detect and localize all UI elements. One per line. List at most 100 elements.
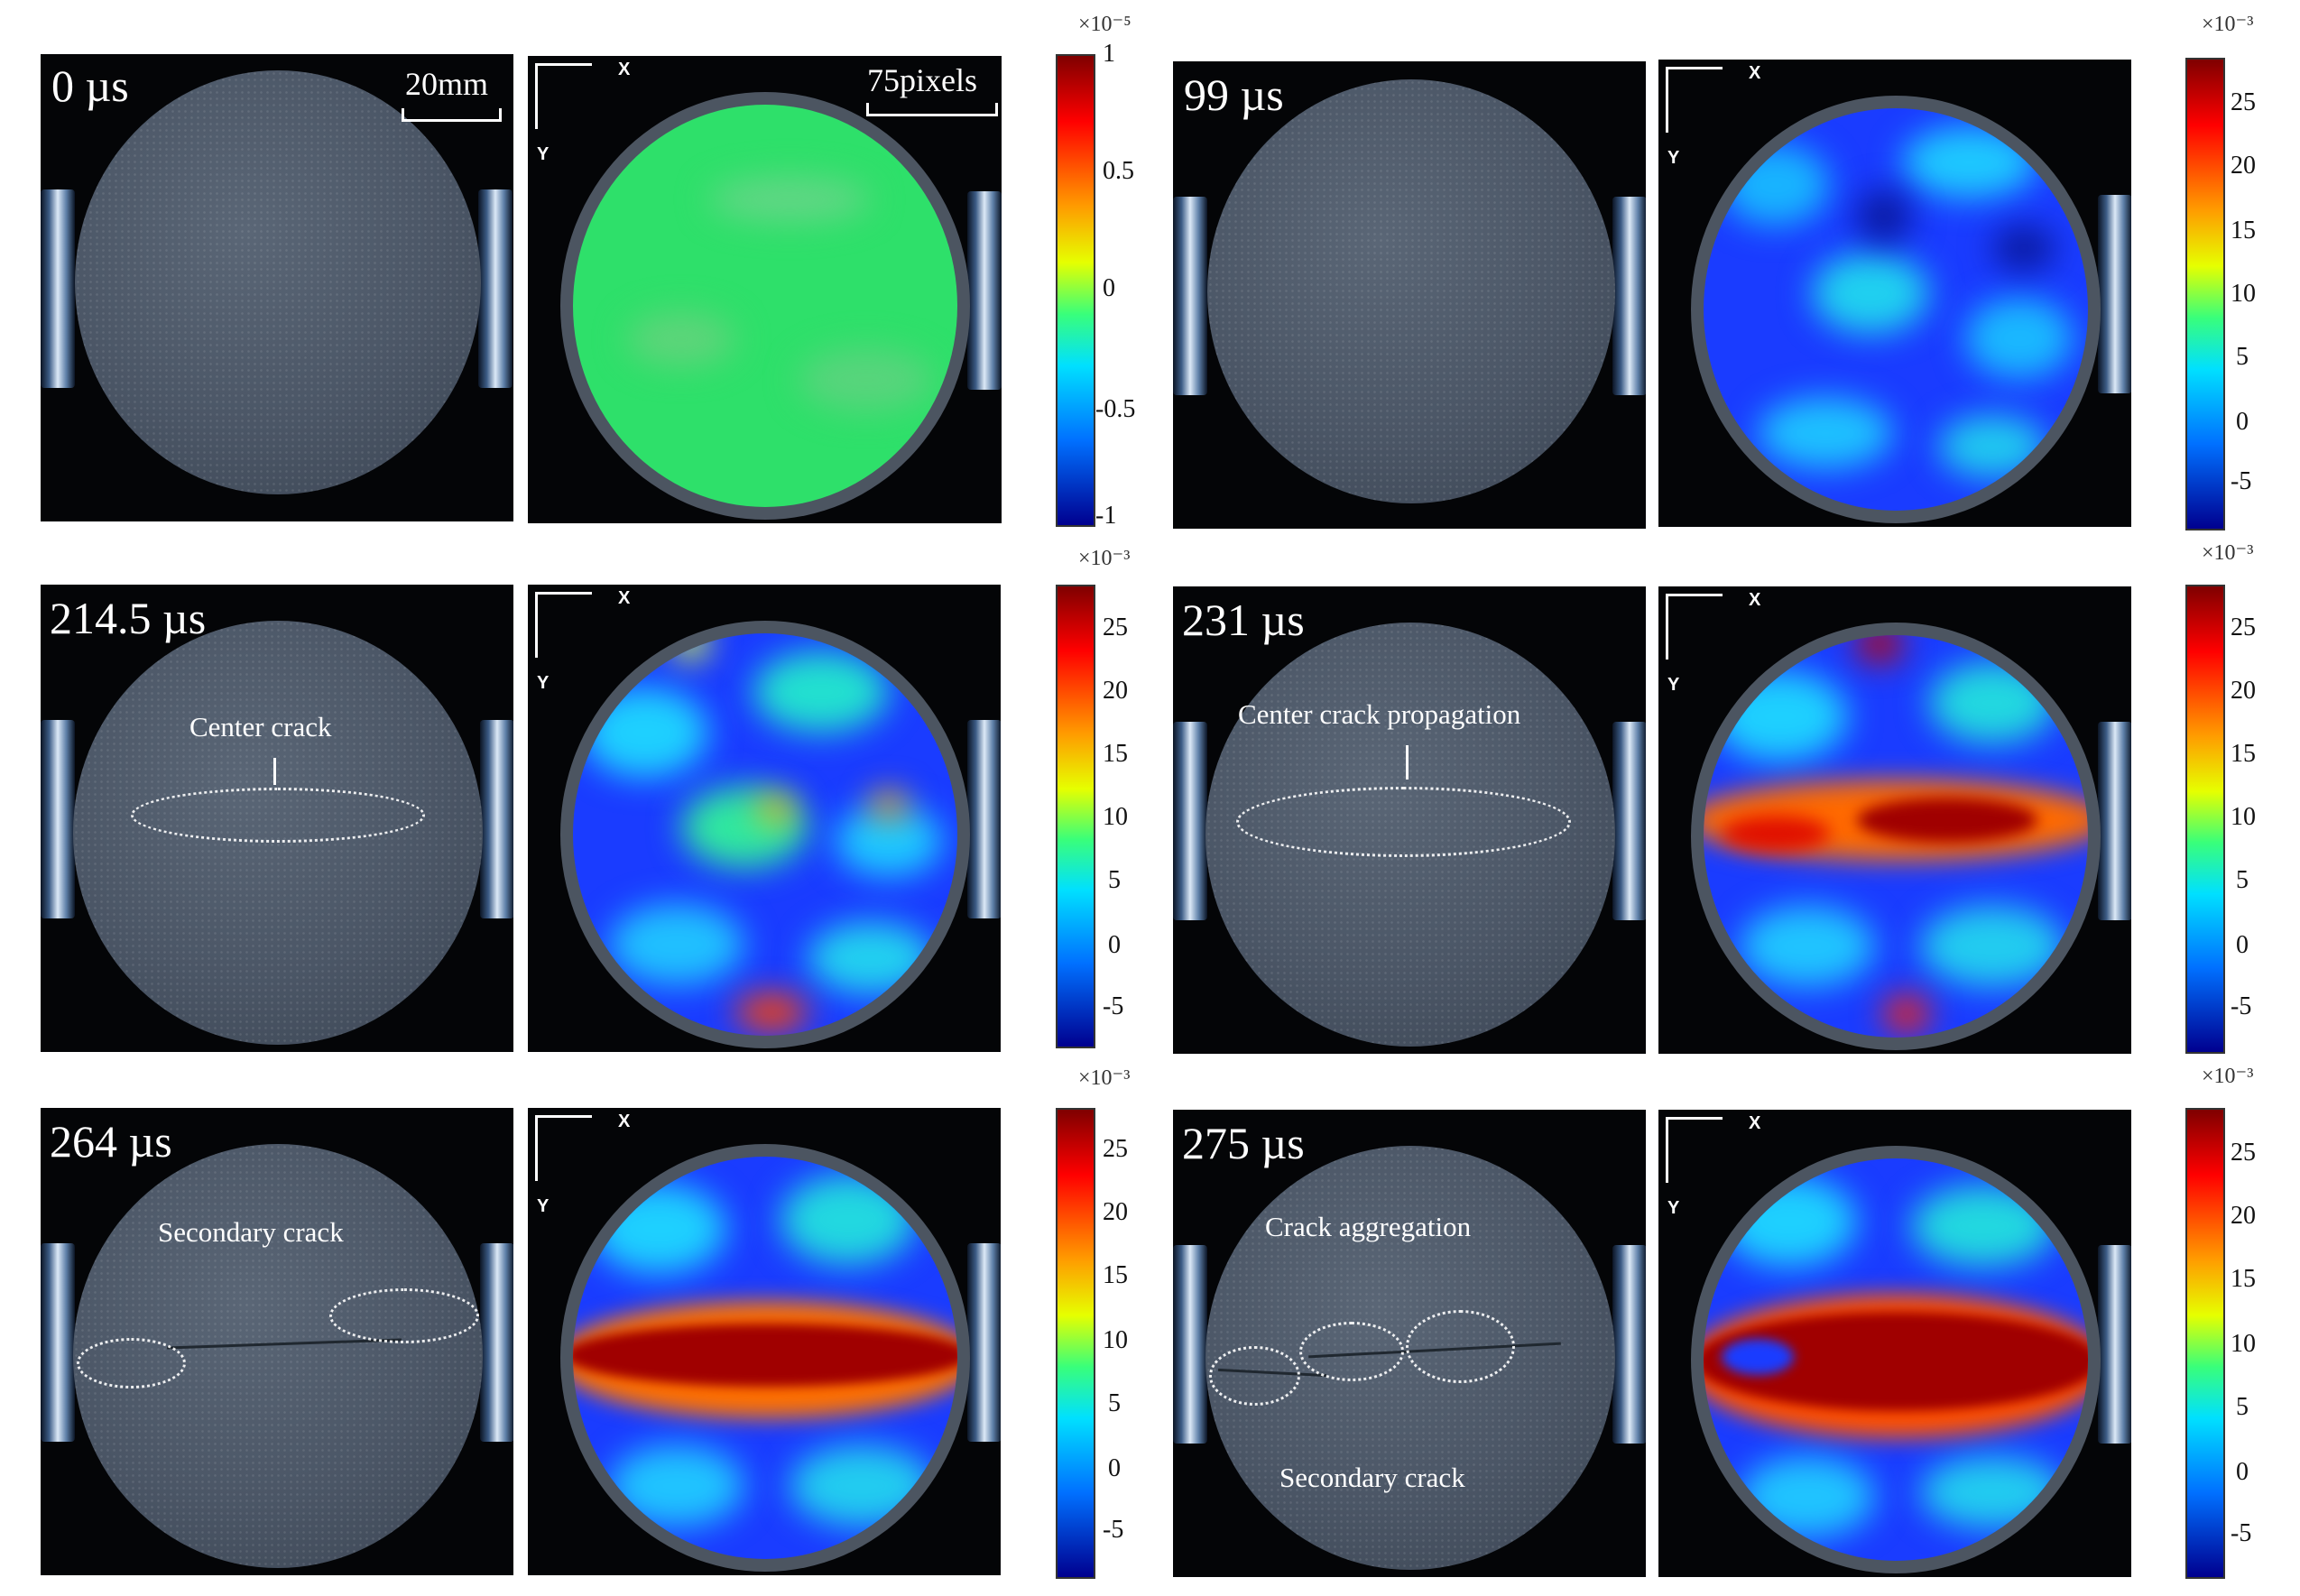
colorbar-tick: 25 — [2231, 88, 2256, 116]
axis-x-label: X — [1749, 1113, 1761, 1133]
axis-indicator — [535, 1115, 592, 1181]
colorbar-tick: 5 — [2236, 343, 2249, 371]
time-label: 231 µs — [1182, 595, 1305, 645]
axis-x-label: X — [618, 1112, 631, 1131]
loading-bar-right — [2098, 722, 2131, 920]
time-label: 214.5 µs — [50, 593, 207, 643]
colorbar-tick: -1 — [1095, 502, 1117, 530]
colorbar-tick: -5 — [2231, 992, 2252, 1020]
colorbar-tick: 0 — [1108, 1454, 1121, 1482]
loading-bar-right — [480, 720, 513, 918]
specimen-photo-214-5us: 214.5 µs Center crack — [41, 585, 513, 1052]
colorbar-tick: 20 — [2231, 1202, 2256, 1230]
strain-field-map — [1704, 108, 2088, 511]
loading-bar-left — [1173, 722, 1207, 920]
colorbar-tick: 20 — [2231, 677, 2256, 705]
strain-patch — [871, 791, 907, 818]
colorbar-multiplier: ×10⁻³ — [1078, 547, 1131, 570]
colorbar — [2185, 58, 2225, 530]
strain-patch — [672, 633, 708, 660]
arrow-line — [273, 758, 276, 785]
scale-label-pixels: 75pixels — [867, 62, 977, 98]
strain-patch — [591, 1184, 726, 1274]
annotation-label: Center crack — [189, 711, 332, 743]
colorbar-tick: 15 — [1103, 740, 1128, 768]
colorbar-tick: 10 — [1103, 1326, 1128, 1354]
colorbar — [1056, 54, 1095, 527]
strain-field-map — [1704, 1158, 2088, 1561]
annotation-label: Secondary crack — [1279, 1462, 1465, 1493]
time-label: 99 µs — [1184, 69, 1284, 120]
colorbar-tick: 25 — [1103, 613, 1128, 641]
colorbar-multiplier: ×10⁻⁵ — [1078, 13, 1132, 36]
scale-bar-pixels — [866, 103, 998, 116]
colorbar-tick: 20 — [1103, 677, 1128, 705]
loading-bar-right — [1612, 1245, 1646, 1444]
strain-field-map — [573, 633, 957, 1036]
colorbar-tick: 25 — [2231, 1139, 2256, 1167]
colorbar-tick: 0 — [1108, 931, 1121, 959]
axis-x-label: X — [1749, 63, 1761, 83]
colorbar-tick: 5 — [2236, 1393, 2249, 1421]
strain-patch — [609, 1445, 744, 1527]
loading-bar-right — [1612, 197, 1646, 395]
strain-patch — [1857, 635, 1902, 662]
crack-highlight-ellipse — [131, 788, 425, 843]
loading-bar-right — [480, 1243, 513, 1442]
time-label: 0 µs — [51, 60, 129, 111]
colorbar-multiplier: ×10⁻³ — [2202, 541, 2254, 565]
axis-indicator — [535, 592, 592, 658]
scale-label-mm: 20mm — [405, 66, 489, 102]
specimen-photo-0us: 0 µs 20mm — [41, 54, 513, 521]
strain-patch — [1992, 226, 2055, 271]
specimen-photo-99us: 99 µs — [1173, 61, 1646, 529]
strain-patch — [1713, 671, 1848, 761]
time-label: 275 µs — [1182, 1118, 1305, 1168]
strain-patch — [1740, 1456, 1875, 1537]
strain-patch — [1722, 816, 1830, 852]
arrow-line — [1406, 745, 1409, 780]
strain-field-264us: X Y — [528, 1108, 1001, 1575]
colorbar-tick: 10 — [1103, 803, 1128, 831]
colorbar-tick: 25 — [2231, 613, 2256, 641]
strain-patch — [1920, 1456, 2064, 1528]
axis-y-label: Y — [1667, 148, 1680, 168]
loading-bar-left — [1173, 1245, 1207, 1444]
colorbar-tick: 15 — [2231, 740, 2256, 768]
colorbar-tick: 15 — [1103, 1261, 1128, 1289]
specimen-disc — [1207, 79, 1615, 503]
colorbar — [1056, 585, 1095, 1048]
axis-x-label: X — [618, 60, 631, 79]
crack-highlight-ellipse — [1299, 1322, 1404, 1381]
strain-patch — [808, 922, 934, 994]
strain-patch — [758, 796, 794, 823]
strain-patch — [799, 348, 934, 411]
colorbar-tick: 10 — [2231, 1330, 2256, 1358]
annotation-label: Secondary crack — [158, 1216, 344, 1248]
colorbar-multiplier: ×10⁻³ — [1078, 1066, 1131, 1090]
strain-patch — [1929, 662, 2055, 743]
colorbar-multiplier: ×10⁻³ — [2202, 13, 2254, 36]
loading-bar-left — [41, 189, 75, 388]
specimen-photo-275us: 275 µs Crack aggregation Secondary crack — [1173, 1110, 1646, 1577]
specimen-disc — [73, 621, 483, 1045]
strain-patch — [1857, 798, 2037, 843]
loading-bar-left — [1173, 197, 1207, 395]
crack-highlight-ellipse — [77, 1338, 186, 1388]
strain-patch — [1911, 1185, 2055, 1267]
colorbar-tick: 0 — [2236, 408, 2249, 436]
colorbar-tick: 15 — [2231, 217, 2256, 244]
strain-patch — [1902, 126, 2037, 198]
colorbar-multiplier: ×10⁻³ — [2202, 1065, 2254, 1088]
loading-bar-right — [1612, 722, 1646, 920]
scale-bar-mm — [402, 108, 502, 122]
annotation-label: Crack aggregation — [1265, 1211, 1472, 1242]
axis-indicator — [1666, 67, 1723, 133]
strain-field-99us: X Y — [1658, 60, 2131, 527]
loading-bar-right — [2098, 1245, 2131, 1444]
loading-bar-left — [41, 720, 75, 918]
axis-indicator — [1666, 594, 1723, 660]
strain-patch — [1884, 996, 1929, 1032]
colorbar-tick: -5 — [2231, 1519, 2252, 1547]
loading-bar-right — [478, 189, 513, 388]
